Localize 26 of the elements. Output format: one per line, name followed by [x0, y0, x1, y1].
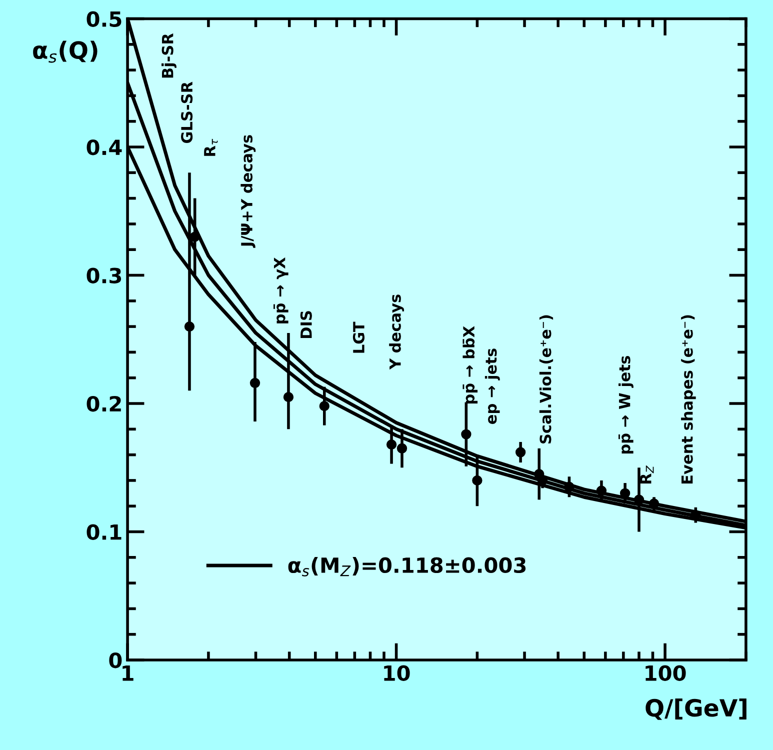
y-tick-label: 0.4	[86, 139, 122, 156]
annotation: ep → jets	[484, 348, 500, 424]
annotation: DIS	[300, 311, 312, 338]
x-tick-label: 10	[384, 665, 410, 681]
y-axis-title: α$_{s}$(Q)	[33, 40, 98, 63]
annotation: Scal.Viol.(e⁺e⁻)	[539, 315, 554, 444]
annotation: R$_{τ}$	[204, 138, 218, 156]
annotation: GLS-SR	[181, 82, 193, 144]
annotation: R$_{Z}$	[640, 466, 654, 484]
annotation: LGT	[352, 322, 364, 353]
annotation: pp̄ → γX	[274, 257, 288, 324]
legend-label: α$_{s}$(M$_{Z}$)=0.118±0.003	[288, 556, 526, 576]
annotation: pp̄ → bb̄X	[462, 326, 478, 404]
annotation: Υ decays	[389, 294, 404, 370]
y-tick-label: 0.3	[86, 268, 122, 284]
annotation: J/Ψ+Υ decays	[240, 135, 256, 248]
x-tick-label: 100	[646, 665, 686, 681]
annotation: Bj-SR	[162, 33, 176, 78]
annotation: Event shapes (e⁺e⁻)	[681, 315, 696, 484]
y-tick-label: 0.5	[86, 11, 122, 27]
annotation: pp̄ → W jets	[618, 356, 634, 454]
y-tick-label: 0.2	[86, 396, 121, 412]
x-axis-title: Q/[GeV]	[646, 698, 746, 720]
y-tick-label: 0.1	[86, 524, 122, 540]
y-tick-label: 0	[109, 652, 122, 668]
x-tick-label: 1	[122, 666, 134, 681]
